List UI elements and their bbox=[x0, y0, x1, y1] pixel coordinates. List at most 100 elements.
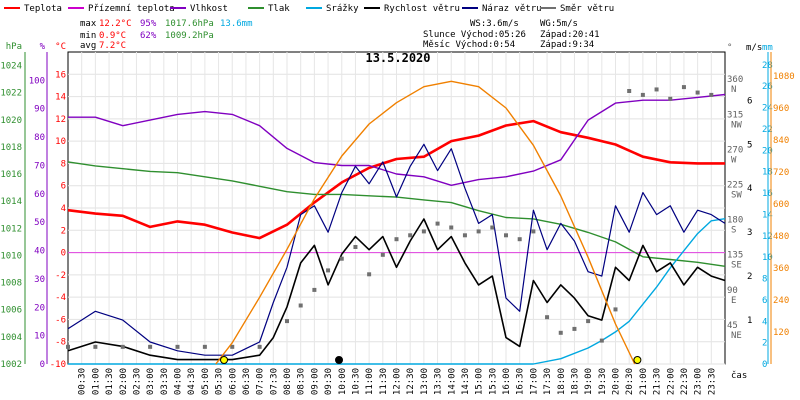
wind-direction-point bbox=[408, 233, 413, 238]
x-tick-label: 12:00 bbox=[393, 368, 403, 395]
x-tick-label: 07:30 bbox=[269, 368, 279, 395]
series-line-solar bbox=[215, 80, 636, 365]
stat-rain-total: 13.6mm bbox=[220, 19, 253, 29]
mm-tick-label: 20 bbox=[762, 146, 773, 156]
wind-direction-point bbox=[545, 315, 550, 320]
mm-tick-label: 2 bbox=[762, 339, 767, 349]
chart-legend: Teplota Přízemní teplota Vlhkost Tlak Srážky… bbox=[4, 4, 614, 14]
dir-tick-deg: 270 bbox=[727, 145, 743, 155]
dir-tick-deg: 360 bbox=[727, 75, 743, 85]
wind-direction-point bbox=[504, 233, 508, 238]
stat-max-pressure: 1017.6hPa bbox=[165, 19, 214, 29]
pct-axis-tick-label: 20 bbox=[34, 303, 45, 313]
info-wind-speed: WS:3.6m/s bbox=[470, 19, 519, 29]
ms-tick-label: 1 bbox=[747, 316, 752, 326]
x-tick-label: 18:30 bbox=[570, 368, 580, 395]
dir-tick-deg: 180 bbox=[727, 216, 743, 226]
wind-direction-point bbox=[640, 92, 645, 97]
series-line-sr-ky bbox=[68, 218, 726, 365]
hpa-axis-tick-label: 1022 bbox=[0, 89, 22, 99]
temp-axis-tick-label: 12 bbox=[55, 115, 66, 125]
mm-tick-label: 22 bbox=[762, 125, 773, 135]
dir-tick-label: S bbox=[731, 226, 736, 236]
wind-direction-point bbox=[695, 90, 700, 95]
mm-tick-label: 26 bbox=[762, 82, 773, 92]
dir-tick-label: SE bbox=[731, 261, 742, 271]
stat-min-humidity: 62% bbox=[140, 31, 157, 41]
pct-axis-tick-label: 50 bbox=[34, 218, 45, 228]
temp-axis-tick-label: 0 bbox=[61, 249, 66, 259]
pct-axis-tick-label: 90 bbox=[34, 105, 45, 115]
hpa-axis-tick-label: 1024 bbox=[0, 62, 22, 72]
series-line-vlhkost bbox=[68, 93, 726, 187]
stat-min-label: min bbox=[80, 31, 96, 41]
dir-tick-deg: 135 bbox=[727, 251, 743, 261]
x-tick-label: 10:00 bbox=[338, 368, 348, 395]
info-moonrise: Měsíc Východ:0:54 bbox=[423, 40, 515, 50]
temp-axis-tick-label: 4 bbox=[61, 204, 66, 214]
x-tick-label: 05:30 bbox=[215, 368, 225, 395]
ms-tick-label: 5 bbox=[747, 140, 752, 150]
x-tick-label: 13:00 bbox=[420, 368, 430, 395]
legend-label: Náraz větru bbox=[482, 4, 542, 14]
wind-direction-point bbox=[298, 303, 303, 308]
dir-tick-label: W bbox=[731, 155, 737, 165]
wind-direction-point bbox=[66, 344, 70, 349]
temp-axis-tick-label: -10 bbox=[50, 360, 66, 370]
x-tick-label: 17:30 bbox=[543, 368, 553, 395]
x-tick-label: 21:00 bbox=[639, 368, 649, 395]
dir-axis-title: ° bbox=[727, 43, 732, 53]
x-tick-label: 20:30 bbox=[625, 368, 635, 395]
x-tick-label: 16:00 bbox=[502, 368, 512, 395]
info-sunset: Západ:20:41 bbox=[540, 30, 600, 40]
pct-axis-tick-label: 80 bbox=[34, 133, 45, 143]
wind-direction-point bbox=[462, 233, 467, 238]
wind-direction-point bbox=[394, 237, 399, 242]
hpa-axis-tick-label: 1014 bbox=[0, 197, 22, 207]
solar-tick-label: 840 bbox=[773, 136, 789, 146]
temp-axis-tick-label: -2 bbox=[55, 271, 66, 281]
pct-axis-tick-label: 100 bbox=[29, 76, 45, 86]
chart-title: 13.5.2020 bbox=[365, 51, 430, 65]
wind-direction-point bbox=[148, 344, 153, 349]
temp-axis-title: °C bbox=[55, 42, 66, 52]
x-tick-label: 18:00 bbox=[557, 368, 567, 395]
solar-tick-label: 1080 bbox=[773, 72, 795, 82]
x-tick-label: 00:30 bbox=[78, 368, 88, 395]
sun-marker bbox=[633, 356, 642, 364]
stat-min-temp: 0.9°C bbox=[99, 31, 126, 41]
x-tick-label: 23:30 bbox=[707, 368, 717, 395]
x-tick-label: 04:30 bbox=[187, 368, 197, 395]
pct-axis-title: % bbox=[40, 42, 46, 52]
x-tick-label: 14:30 bbox=[461, 368, 471, 395]
hpa-axis-tick-label: 1020 bbox=[0, 116, 22, 126]
ms-tick-label: 2 bbox=[747, 272, 752, 282]
legend-label: Srážky bbox=[326, 4, 359, 14]
x-tick-label: 09:00 bbox=[310, 368, 320, 395]
stat-max-humidity: 95% bbox=[140, 19, 157, 29]
solar-tick-label: 120 bbox=[773, 328, 789, 338]
legend-label: Směr větru bbox=[560, 4, 614, 14]
x-tick-label: 04:00 bbox=[174, 368, 184, 395]
pct-axis-tick-label: 0 bbox=[40, 360, 45, 370]
dir-tick-deg: 90 bbox=[727, 286, 738, 296]
solar-tick-label: 720 bbox=[773, 168, 789, 178]
x-tick-label: 12:30 bbox=[406, 368, 416, 395]
wind-direction-point bbox=[93, 344, 98, 349]
mm-tick-label: 6 bbox=[762, 296, 767, 306]
ms-tick-label: 4 bbox=[747, 184, 752, 194]
temp-axis-tick-label: 14 bbox=[55, 93, 66, 103]
x-tick-label: 15:00 bbox=[475, 368, 485, 395]
wind-direction-point bbox=[449, 225, 454, 230]
info-moonset: Západ:9:34 bbox=[540, 40, 594, 50]
info-wind-gust: WG:5m/s bbox=[540, 19, 578, 29]
x-tick-label: 01:00 bbox=[91, 368, 101, 395]
x-tick-label: 10:30 bbox=[351, 368, 361, 395]
pct-axis-tick-label: 70 bbox=[34, 161, 45, 171]
temp-axis-tick-label: 6 bbox=[61, 182, 66, 192]
hpa-axis-tick-label: 1018 bbox=[0, 143, 22, 153]
hpa-axis-tick-label: 1006 bbox=[0, 306, 22, 316]
dir-tick-label: N bbox=[731, 85, 736, 95]
mm-tick-label: 16 bbox=[762, 189, 773, 199]
info-box: WS:3.6m/s WG:5m/s Slunce Východ:05:26 Zá… bbox=[423, 19, 600, 50]
